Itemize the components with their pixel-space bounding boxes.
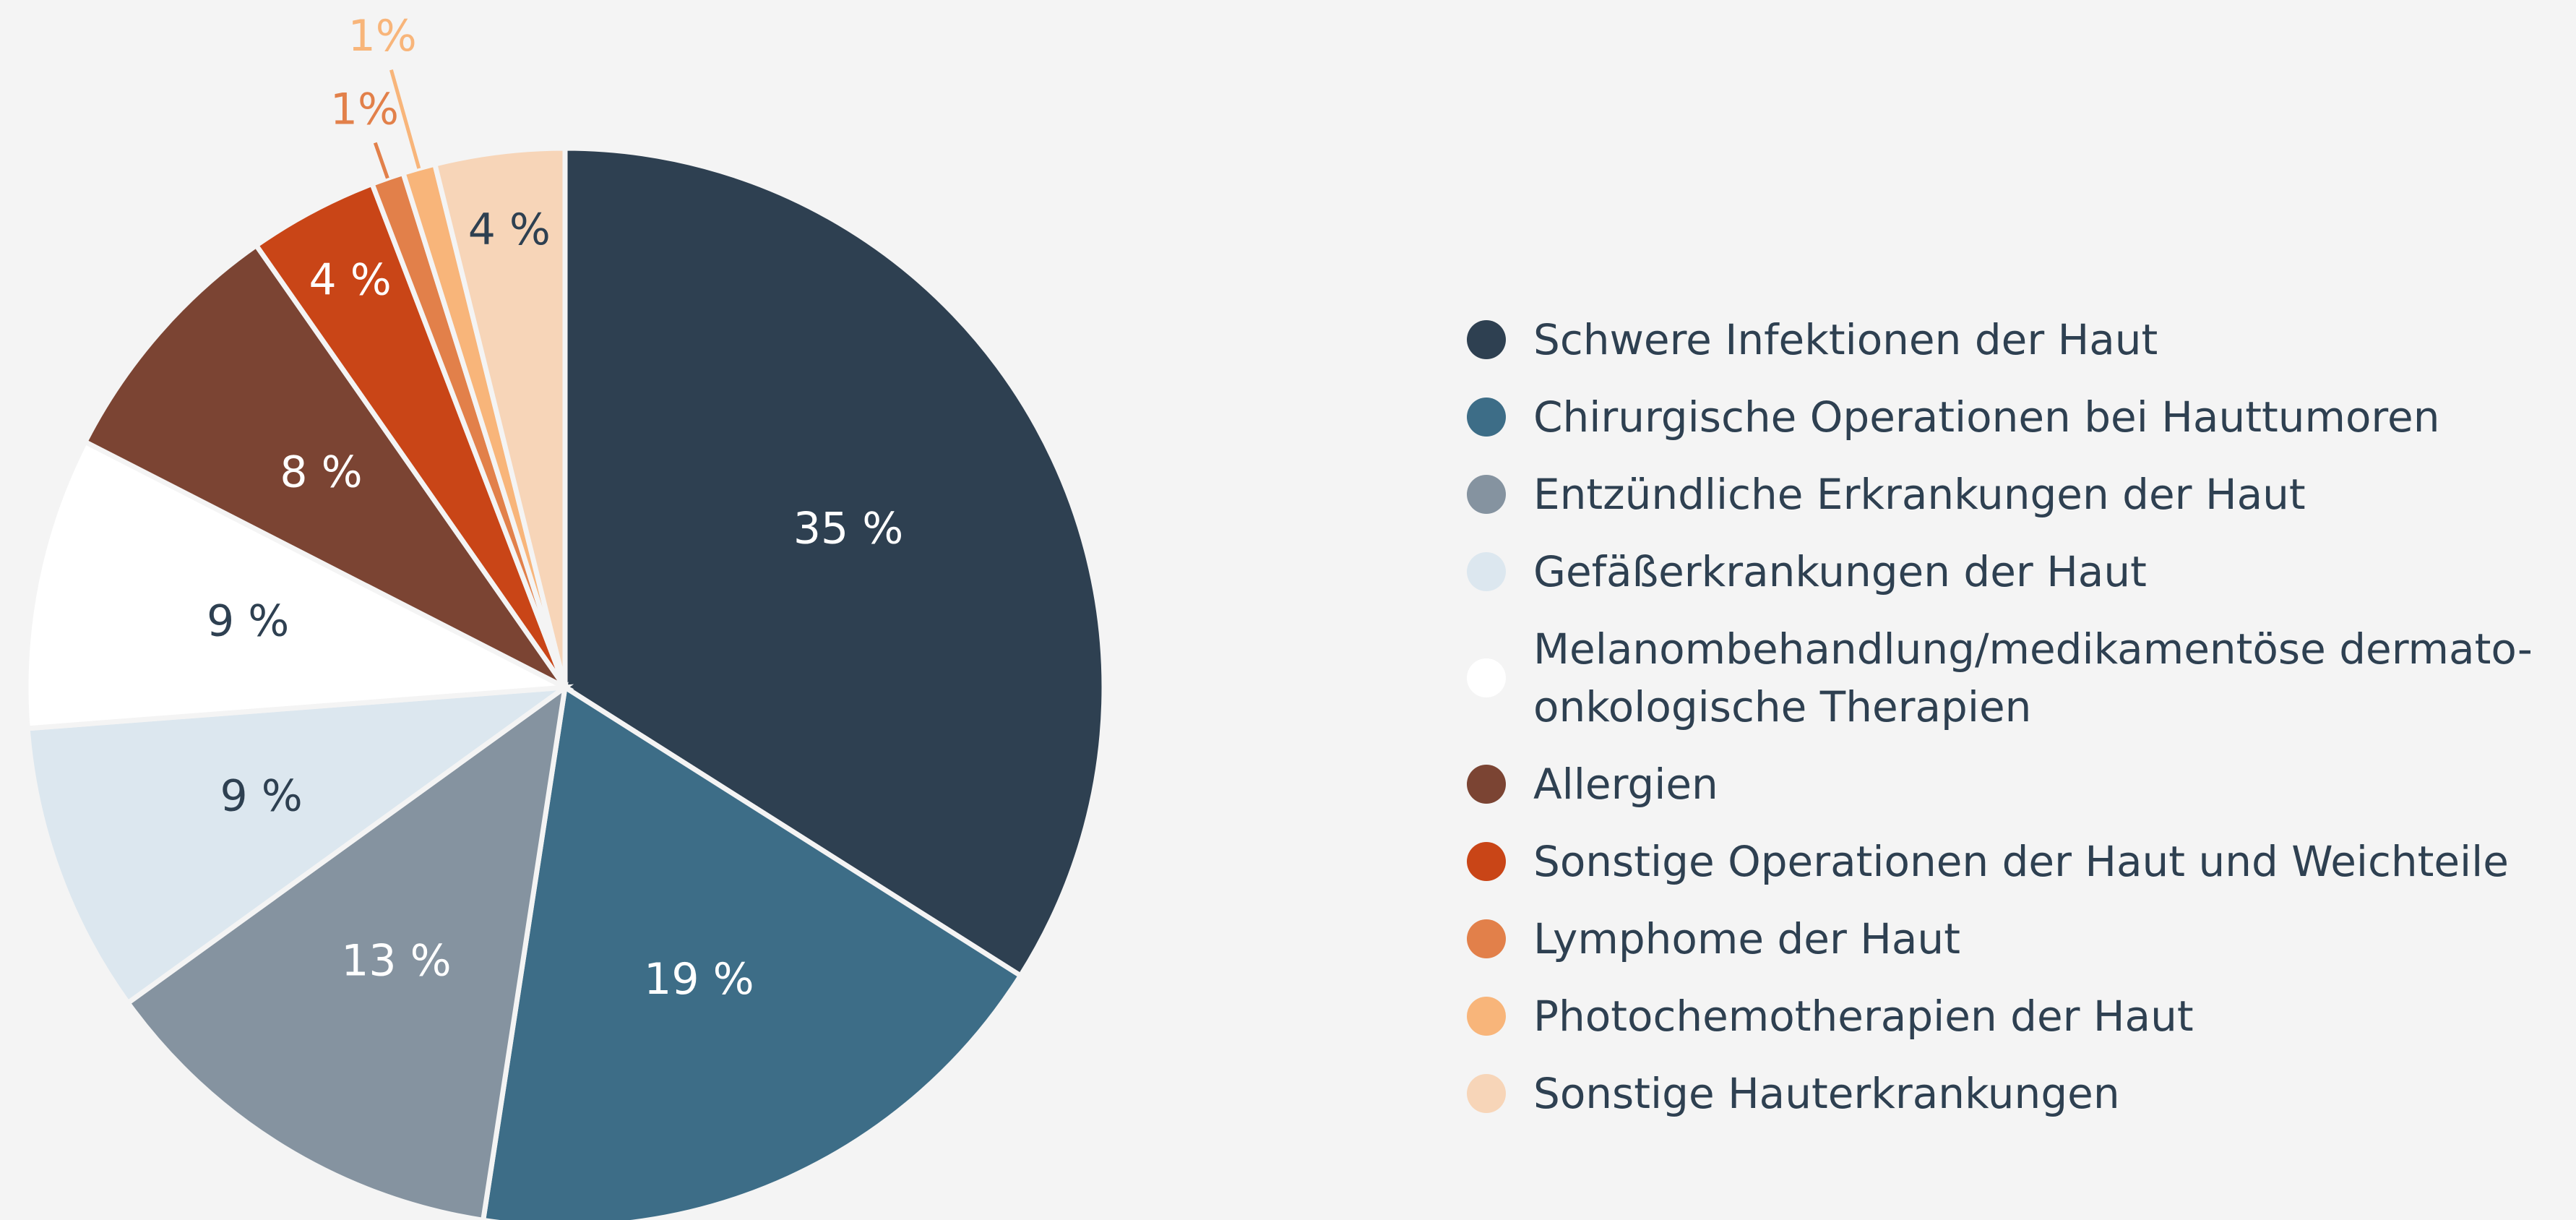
legend-label: Chirurgische Operationen bei Hauttumoren (1533, 392, 2440, 442)
data-label: 13 % (341, 935, 451, 986)
legend-item: Melanombehandlung/medikamentöse dermato-… (1467, 620, 2551, 736)
data-label: 19 % (644, 954, 754, 1005)
data-label: 9 % (207, 596, 289, 646)
legend: Schwere Infektionen der Haut Chirurgische… (1467, 311, 2551, 1142)
legend-label: Entzündliche Erkrankungen der Haut (1533, 470, 2306, 519)
legend-swatch (1467, 997, 1506, 1036)
data-label: 9 % (220, 770, 303, 821)
legend-label: Lymphome der Haut (1533, 914, 1960, 963)
data-label: 35 % (793, 504, 903, 554)
legend-label: Schwere Infektionen der Haut (1533, 315, 2158, 364)
legend-swatch (1467, 765, 1506, 804)
pie-slice (23, 438, 574, 731)
legend-swatch (1467, 919, 1506, 958)
legend-swatch (1467, 1074, 1506, 1113)
pie-slice (562, 145, 1107, 979)
legend-label: Sonstige Operationen der Haut und Weicht… (1533, 837, 2509, 886)
legend-item: Gefäßerkrankungen der Haut (1467, 543, 2551, 601)
legend-item: Lymphome der Haut (1467, 910, 2551, 968)
data-label: 8 % (280, 447, 362, 498)
data-label: 1% (348, 11, 417, 61)
pie-slice (431, 145, 568, 688)
legend-label: Gefäßerkrankungen der Haut (1533, 547, 2147, 596)
leader-line (389, 69, 421, 169)
legend-label: Sonstige Hauterkrankungen (1533, 1069, 2120, 1118)
data-label: 4 % (309, 255, 392, 306)
legend-item: Entzündliche Erkrankungen der Haut (1467, 465, 2551, 523)
legend-swatch (1467, 320, 1506, 359)
pie-slice (124, 682, 569, 1220)
leader-line (373, 142, 389, 179)
data-label: 1% (330, 85, 399, 135)
legend-label: Melanombehandlung/medikamentöse dermato-… (1533, 624, 2533, 731)
legend-swatch (1467, 552, 1506, 591)
legend-label: Photochemotherapien der Haut (1533, 992, 2194, 1041)
legend-swatch (1467, 842, 1506, 881)
pie-slice (25, 684, 574, 1007)
legend-swatch (1467, 475, 1506, 514)
data-label: 4 % (468, 205, 551, 255)
pie-slice (82, 241, 567, 690)
legend-item: Allergien (1467, 755, 2551, 813)
legend-label: Allergien (1533, 760, 1718, 809)
legend-swatch (1467, 658, 1506, 697)
legend-item: Photochemotherapien der Haut (1467, 987, 2551, 1045)
legend-item: Schwere Infektionen der Haut (1467, 311, 2551, 369)
legend-item: Chirurgische Operationen bei Hauttumoren (1467, 388, 2551, 446)
legend-swatch (1467, 398, 1506, 437)
legend-item: Sonstige Hauterkrankungen (1467, 1065, 2551, 1122)
legend-item: Sonstige Operationen der Haut und Weicht… (1467, 833, 2551, 890)
pie-slice (481, 683, 1025, 1220)
